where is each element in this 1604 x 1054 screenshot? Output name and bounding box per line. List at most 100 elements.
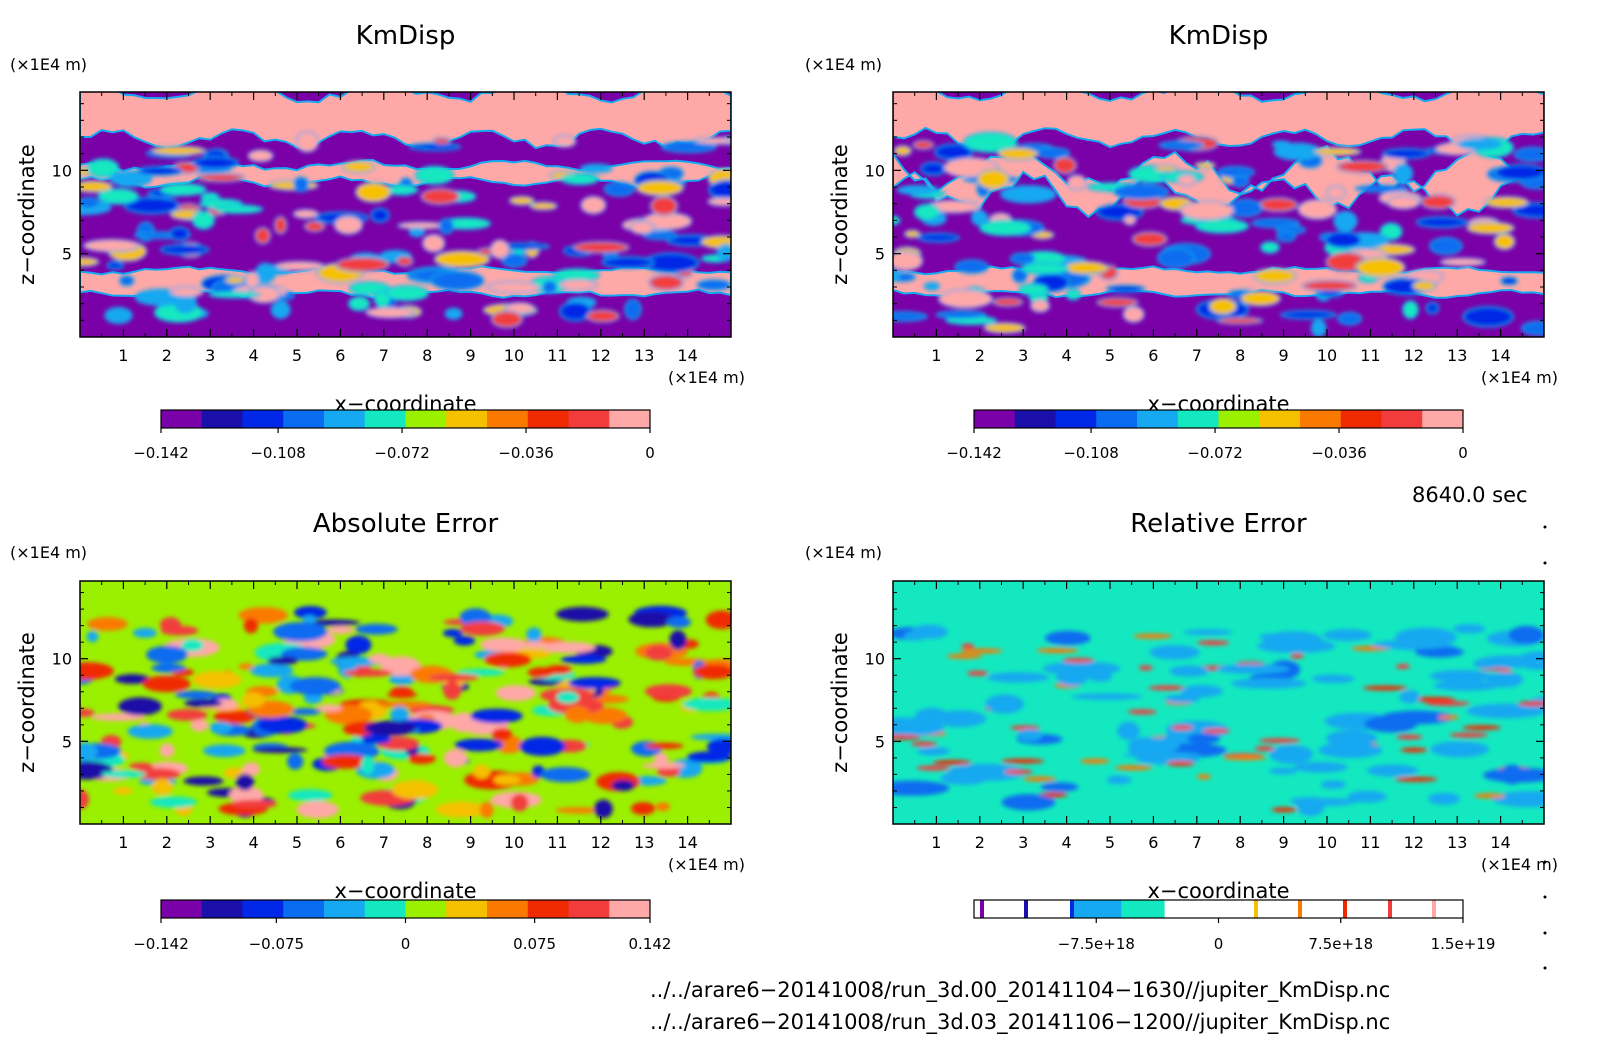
y-tick-label: 10 xyxy=(52,161,72,180)
contour-blob xyxy=(150,145,207,156)
chart-title: Absolute Error xyxy=(313,509,499,539)
contour-blob xyxy=(490,310,524,329)
contour-blob xyxy=(493,774,521,786)
contour-blob xyxy=(242,762,261,777)
contour-blob xyxy=(916,232,961,243)
contour-blob xyxy=(954,259,990,274)
contour-blob xyxy=(123,196,180,215)
colorbar-swatch xyxy=(527,410,569,428)
edge-dot xyxy=(1543,966,1547,970)
contour-blob xyxy=(247,149,274,163)
x-tick-label: 13 xyxy=(1447,346,1467,365)
chart-title: Relative Error xyxy=(1130,509,1307,539)
footer-path-2: ../../arare6−20141008/run_3d.03_20141106… xyxy=(650,1010,1391,1034)
contour-blob xyxy=(542,280,558,295)
y-tick-label: 5 xyxy=(875,245,885,264)
chart-title: KmDisp xyxy=(1169,21,1269,51)
contour-blob xyxy=(1088,671,1113,682)
colorbar-swatch xyxy=(1121,900,1165,918)
contour-blob xyxy=(642,230,678,241)
contour-blob xyxy=(368,653,391,664)
contour-blob xyxy=(252,747,308,754)
x-tick-label: 12 xyxy=(591,346,611,365)
x-axis-label: x−coordinate xyxy=(1147,879,1289,903)
x-tick-label: 2 xyxy=(162,833,172,852)
contour-blob xyxy=(395,255,414,267)
contour-blob xyxy=(1020,262,1070,275)
x-tick-label: 8 xyxy=(1235,346,1245,365)
x-tick-label: 2 xyxy=(975,833,985,852)
contour-blob xyxy=(1362,685,1408,691)
colorbar: −0.142 −0.108 −0.072 −0.036 0 xyxy=(133,409,655,462)
contour-blob xyxy=(916,765,951,771)
contour-blob xyxy=(579,163,614,174)
contour-blob xyxy=(407,753,436,765)
contour-blob xyxy=(1437,714,1459,720)
contour-blob xyxy=(347,296,371,312)
contour-blob xyxy=(302,615,317,624)
contour-blob xyxy=(1402,300,1419,320)
contour-blob xyxy=(473,764,491,779)
contour-blob xyxy=(345,635,372,655)
x-tick-label: 12 xyxy=(591,833,611,852)
contour-blob xyxy=(443,680,462,701)
contour-blob xyxy=(708,179,731,201)
x-tick-label: 9 xyxy=(466,833,476,852)
contour-blob xyxy=(408,142,462,152)
contour-blob xyxy=(1015,185,1032,199)
contour-blob xyxy=(1411,280,1437,292)
colorbar-swatch xyxy=(161,900,203,918)
contour-blob xyxy=(666,616,692,628)
colorbar-swatch xyxy=(405,900,447,918)
contour-blob xyxy=(293,605,327,620)
contour-blob xyxy=(202,744,246,758)
contour-blob xyxy=(1127,709,1157,715)
contour-blob xyxy=(1202,728,1231,734)
contour-blob xyxy=(916,746,950,756)
contour-blob xyxy=(183,776,224,786)
colorbar-swatch xyxy=(974,410,1016,428)
contour-blob xyxy=(1179,200,1235,221)
contour-blob xyxy=(317,704,343,712)
contour-blob xyxy=(1149,645,1200,660)
contour-blob xyxy=(629,220,655,235)
contour-blob xyxy=(1324,231,1362,249)
contour-blob xyxy=(390,706,410,725)
y-axis-label: z−coordinate xyxy=(828,632,852,773)
contour-blob xyxy=(1260,241,1280,254)
contour-blob xyxy=(1513,146,1544,162)
contour-blob xyxy=(1018,283,1049,296)
colorbar-tick-label: 0.142 xyxy=(629,935,672,953)
contour-blob xyxy=(109,170,153,188)
contour-blob xyxy=(1420,193,1456,210)
contour-blob xyxy=(1396,734,1423,740)
colorbar-tick-label: 1.5e+19 xyxy=(1431,935,1496,953)
contour-blob xyxy=(388,673,416,686)
contour-blob xyxy=(128,762,154,770)
contour-blob xyxy=(645,742,684,750)
contour-blob xyxy=(428,673,480,682)
contour-blob xyxy=(1216,316,1264,325)
colorbar-tick-label: 0.075 xyxy=(513,935,556,953)
contour-blob xyxy=(460,621,505,636)
contour-blob xyxy=(433,250,491,269)
contour-blob xyxy=(1122,305,1145,323)
x-tick-label: 8 xyxy=(422,346,432,365)
x-tick-label: 14 xyxy=(1490,833,1510,852)
x-tick-label: 13 xyxy=(1447,833,1467,852)
contour-blob xyxy=(1323,629,1372,642)
contour-blob xyxy=(1325,729,1378,747)
colorbar-tick-label: −0.075 xyxy=(249,935,305,953)
contour-blob xyxy=(1269,744,1314,764)
colorbar-swatch xyxy=(1340,410,1382,428)
contour-blob xyxy=(1258,738,1301,744)
colorbar-swatch xyxy=(1259,410,1301,428)
contour-blob xyxy=(893,734,922,740)
contour-blob xyxy=(552,134,577,148)
x-unit-label: (×1E4 m) xyxy=(668,368,745,387)
contour-blob xyxy=(1499,764,1525,785)
contour-blob xyxy=(970,209,989,226)
contour-blob xyxy=(910,741,938,747)
contour-blob xyxy=(903,229,921,239)
contour-blob xyxy=(1036,648,1079,654)
